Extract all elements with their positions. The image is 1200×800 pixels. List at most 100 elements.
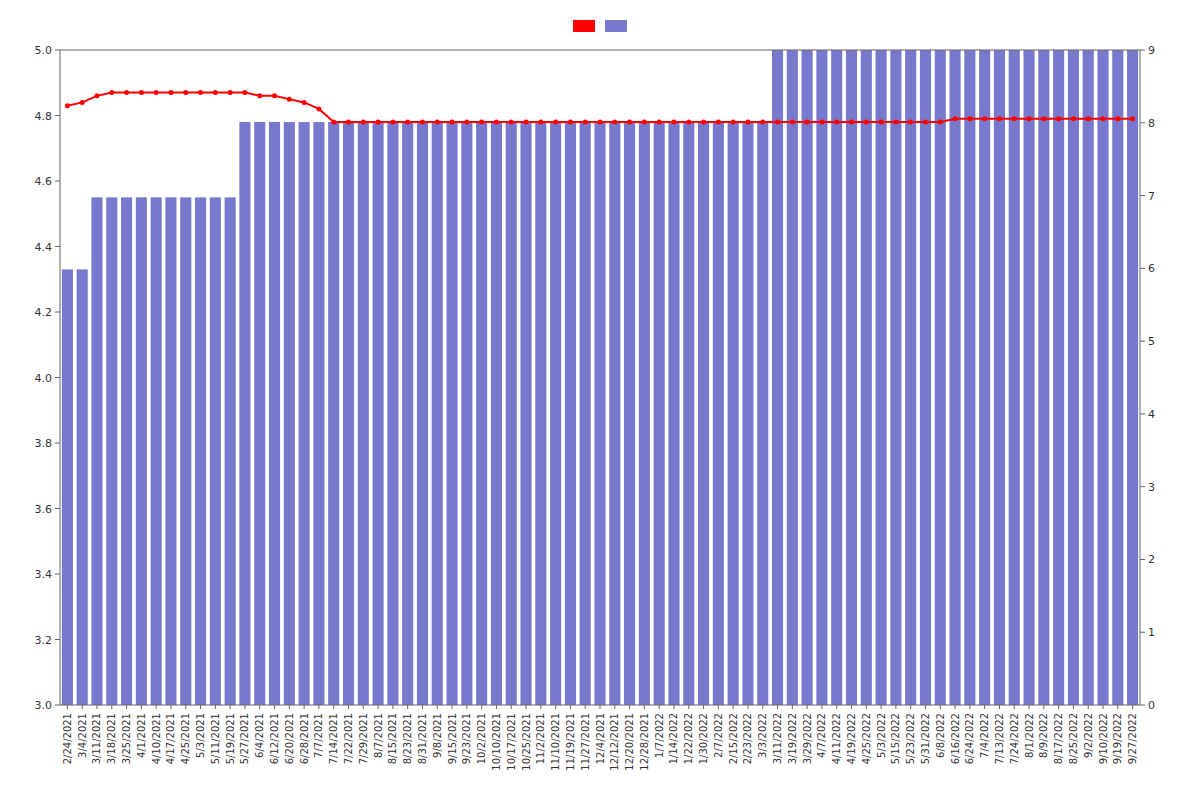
bar xyxy=(920,50,931,705)
line-marker xyxy=(1027,116,1032,121)
x-tick-label: 6/24/2022 xyxy=(964,713,975,764)
x-tick-label: 6/16/2022 xyxy=(950,713,961,764)
line-marker xyxy=(982,116,987,121)
bar xyxy=(165,197,176,705)
line-marker xyxy=(494,120,499,125)
x-tick-label: 12/20/2021 xyxy=(624,713,635,771)
y-tick xyxy=(55,312,60,313)
x-tick-label: 3/25/2021 xyxy=(121,713,132,764)
line-marker xyxy=(1101,116,1106,121)
line-marker xyxy=(257,93,262,98)
x-tick xyxy=(511,705,512,709)
x-tick xyxy=(984,705,985,709)
line-marker xyxy=(627,120,632,125)
x-tick-label: 1/14/2022 xyxy=(668,713,679,764)
line-marker xyxy=(657,120,662,125)
y-tick xyxy=(55,639,60,640)
x-tick xyxy=(777,705,778,709)
x-tick xyxy=(289,705,290,709)
x-tick-label: 2/15/2022 xyxy=(728,713,739,764)
x-tick-label: 4/17/2021 xyxy=(165,713,176,764)
bar xyxy=(1009,50,1020,705)
bar xyxy=(757,122,768,705)
bar xyxy=(683,122,694,705)
y-tick-label: 3.6 xyxy=(35,503,53,516)
line-marker xyxy=(834,120,839,125)
x-tick-label: 2/23/2022 xyxy=(742,713,753,764)
x-tick-label: 8/1/2022 xyxy=(1024,713,1035,758)
x-tick-label: 5/23/2022 xyxy=(905,713,916,764)
x-tick xyxy=(807,705,808,709)
x-tick-label: 9/15/2021 xyxy=(447,713,458,764)
line-marker xyxy=(331,120,336,125)
x-tick xyxy=(1029,705,1030,709)
line-marker xyxy=(94,93,99,98)
line-marker xyxy=(198,90,203,95)
x-tick-label: 5/3/2021 xyxy=(195,713,206,758)
y2-tick xyxy=(1140,195,1145,196)
line-marker xyxy=(435,120,440,125)
x-tick xyxy=(940,705,941,709)
bar xyxy=(491,122,502,705)
y2-tick xyxy=(1140,268,1145,269)
x-tick-label: 8/25/2022 xyxy=(1068,713,1079,764)
y2-tick-label: 4 xyxy=(1148,408,1155,421)
bar xyxy=(91,197,102,705)
y2-tick xyxy=(1140,122,1145,123)
x-tick xyxy=(1088,705,1089,709)
x-tick xyxy=(244,705,245,709)
bar xyxy=(476,122,487,705)
y2-tick xyxy=(1140,632,1145,633)
y2-tick-label: 9 xyxy=(1148,44,1155,57)
y-tick-label: 3.8 xyxy=(35,437,53,450)
x-tick xyxy=(200,705,201,709)
y2-tick-label: 6 xyxy=(1148,262,1155,275)
x-tick-label: 6/8/2022 xyxy=(935,713,946,758)
line xyxy=(67,93,1132,122)
line-marker xyxy=(1071,116,1076,121)
y2-tick xyxy=(1140,486,1145,487)
bar xyxy=(846,50,857,705)
bar xyxy=(373,122,384,705)
line-marker xyxy=(745,120,750,125)
x-tick-label: 11/2/2021 xyxy=(535,713,546,764)
y-tick-label: 4.4 xyxy=(35,241,53,254)
line-marker xyxy=(272,93,277,98)
x-tick xyxy=(392,705,393,709)
bar xyxy=(1068,50,1079,705)
x-tick-label: 10/2/2021 xyxy=(476,713,487,764)
line-marker xyxy=(124,90,129,95)
x-tick-label: 11/19/2021 xyxy=(565,713,576,771)
line-marker xyxy=(583,120,588,125)
y2-tick xyxy=(1140,559,1145,560)
x-tick-label: 4/1/2021 xyxy=(136,713,147,758)
bar xyxy=(1038,50,1049,705)
bar xyxy=(210,197,221,705)
y2-tick-label: 1 xyxy=(1148,626,1155,639)
line-marker xyxy=(287,97,292,102)
bar xyxy=(802,50,813,705)
line-marker xyxy=(598,120,603,125)
y-tick xyxy=(55,246,60,247)
x-tick-label: 7/7/2021 xyxy=(313,713,324,758)
line-marker xyxy=(731,120,736,125)
x-tick-label: 8/17/2022 xyxy=(1053,713,1064,764)
line-marker xyxy=(464,120,469,125)
line-marker xyxy=(967,116,972,121)
x-tick xyxy=(185,705,186,709)
x-tick-label: 9/10/2022 xyxy=(1098,713,1109,764)
x-tick xyxy=(422,705,423,709)
y-tick-label: 4.8 xyxy=(35,110,53,123)
line-marker xyxy=(553,120,558,125)
bar xyxy=(106,197,117,705)
x-tick xyxy=(600,705,601,709)
bar xyxy=(180,197,191,705)
y-tick-label: 3.4 xyxy=(35,568,53,581)
x-tick-label: 4/19/2022 xyxy=(846,713,857,764)
x-tick-label: 5/15/2022 xyxy=(890,713,901,764)
x-tick-label: 5/31/2022 xyxy=(920,713,931,764)
y-tick xyxy=(55,508,60,509)
x-tick xyxy=(733,705,734,709)
x-tick xyxy=(466,705,467,709)
line-marker xyxy=(997,116,1002,121)
